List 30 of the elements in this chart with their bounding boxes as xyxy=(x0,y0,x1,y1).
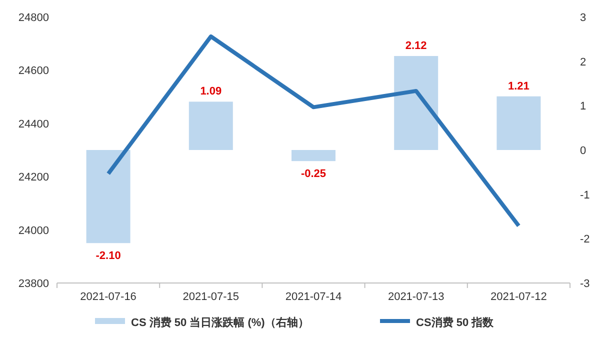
y-tick-label: 24000 xyxy=(18,224,49,237)
bar xyxy=(86,150,130,244)
bar xyxy=(394,56,438,150)
y-tick-label: 24400 xyxy=(18,118,49,130)
y2-tick-label: -1 xyxy=(580,189,590,202)
y2-tick-label: -2 xyxy=(580,234,590,246)
legend-label: CS消费 50 指数 xyxy=(416,316,495,329)
bar xyxy=(496,96,541,150)
y2-tick-label: -3 xyxy=(580,278,590,290)
bar xyxy=(188,102,233,150)
data-label: -2.10 xyxy=(96,250,121,262)
data-label: 2.12 xyxy=(405,40,427,52)
y-tick-label: 24800 xyxy=(18,12,49,24)
data-label: 1.21 xyxy=(508,80,530,92)
x-tick-label: 2021-07-13 xyxy=(388,291,444,303)
x-tick-label: 2021-07-16 xyxy=(80,291,136,303)
x-tick-label: 2021-07-15 xyxy=(182,291,240,303)
y2-tick-label: 1 xyxy=(580,100,586,113)
y-tick-label: 24600 xyxy=(18,65,49,78)
y2-tick-label: 2 xyxy=(580,56,586,68)
data-label: 1.09 xyxy=(200,86,222,98)
bar xyxy=(292,150,336,162)
x-tick-label: 2021-07-12 xyxy=(490,291,547,303)
y-tick-label: 24200 xyxy=(18,172,49,184)
y2-tick-label: 3 xyxy=(580,12,586,24)
legend-label: CS 消费 50 当日涨跌幅 (%)（右轴） xyxy=(131,316,309,329)
data-label: -0.25 xyxy=(300,168,326,180)
x-tick-label: 2021-07-14 xyxy=(285,291,342,303)
y2-tick-label: 0 xyxy=(580,145,586,157)
y-tick-label: 23800 xyxy=(18,278,49,290)
